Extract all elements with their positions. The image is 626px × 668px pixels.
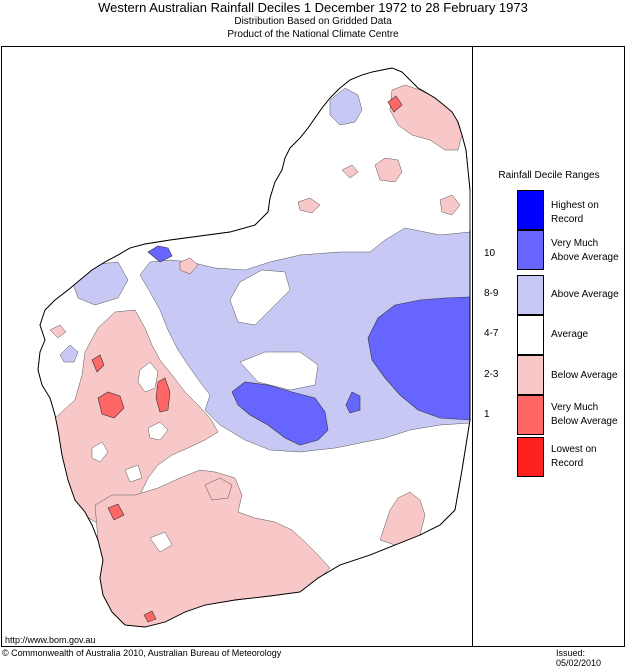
- region-average-hole-b: [91, 441, 109, 463]
- region-average-hole-a: [137, 361, 159, 393]
- decile-regions: [49, 84, 470, 627]
- region-very-much-below-b: [155, 377, 171, 413]
- map-frame: [1, 46, 625, 647]
- legend-swatch-lowest: [517, 437, 544, 477]
- legend-label-very-much-below: Very Much Below Average: [551, 402, 618, 427]
- map-subtitle-method: Distribution Based on Gridded Data: [234, 16, 392, 27]
- region-below-average-west-small: [49, 324, 67, 339]
- legend-label-lowest: Lowest on Record: [551, 444, 597, 469]
- region-very-much-below-d: [107, 503, 125, 521]
- legend-code-average: 4-7: [484, 328, 499, 339]
- region-very-much-below-a: [97, 391, 125, 419]
- region-below-average-central-small: [204, 477, 233, 501]
- footer-copyright: © Commonwealth of Australia 2010, Austra…: [2, 648, 282, 658]
- region-average-hole-c: [147, 421, 169, 441]
- region-below-average-north-b: [341, 164, 359, 179]
- region-above-average-central: [139, 227, 470, 453]
- legend-code-very-much-above: 10: [484, 248, 496, 259]
- legend-swatch-highest: [517, 190, 544, 230]
- legend-label-above: Above Average: [551, 289, 619, 300]
- region-above-average-northwest: [329, 87, 363, 126]
- legend-code-very-much-below: 1: [484, 409, 490, 420]
- region-average-inset-mid: [239, 351, 319, 391]
- region-very-much-below-c: [91, 354, 105, 373]
- region-below-average-north-a: [374, 157, 403, 183]
- legend-swatch-above: [517, 275, 544, 315]
- legend-swatch-very-much-below: [517, 395, 544, 435]
- legend-label-very-much-above: Very Much Above Average: [551, 238, 619, 263]
- region-below-average-southeast: [379, 491, 426, 546]
- region-very-much-above-small: [345, 391, 361, 414]
- legend-divider: [472, 46, 473, 647]
- region-very-much-above-central: [231, 381, 329, 446]
- wa-outline-stroke: [37, 67, 471, 628]
- region-average-inset-north: [229, 269, 291, 326]
- region-average-hole-d: [124, 464, 143, 483]
- region-very-much-above-north: [147, 245, 173, 263]
- legend-swatch-average: [517, 315, 544, 355]
- legend-label-below: Below Average: [551, 370, 618, 381]
- region-very-much-above-east: [367, 296, 470, 421]
- map-title: Western Australian Rainfall Deciles 1 De…: [98, 0, 528, 15]
- region-below-average-north-d: [179, 257, 199, 275]
- region-below-average-northeast: [389, 84, 463, 151]
- region-above-average-west-small: [59, 344, 79, 363]
- region-very-much-below-f: [143, 610, 157, 623]
- footer-issued: Issued: 05/02/2010: [556, 648, 602, 668]
- region-below-average-east-small: [439, 194, 461, 216]
- legend-code-below: 2-3: [484, 369, 499, 380]
- legend-label-highest: Highest on Record: [551, 200, 599, 225]
- region-below-average-north-c: [297, 197, 321, 214]
- region-average-hole-e: [149, 531, 173, 553]
- footer-url[interactable]: http://www.bom.gov.au: [5, 635, 96, 645]
- map-subtitle-producer: Product of the National Climate Centre: [227, 29, 399, 40]
- legend-swatch-very-much-above: [517, 230, 544, 270]
- legend-code-above: 8-9: [484, 288, 499, 299]
- legend-label-average: Average: [551, 329, 589, 340]
- rainfall-map: [37, 67, 471, 628]
- legend-swatch-below: [517, 355, 544, 395]
- legend-title: Rainfall Decile Ranges: [498, 170, 600, 181]
- region-very-much-below-e: [387, 95, 403, 113]
